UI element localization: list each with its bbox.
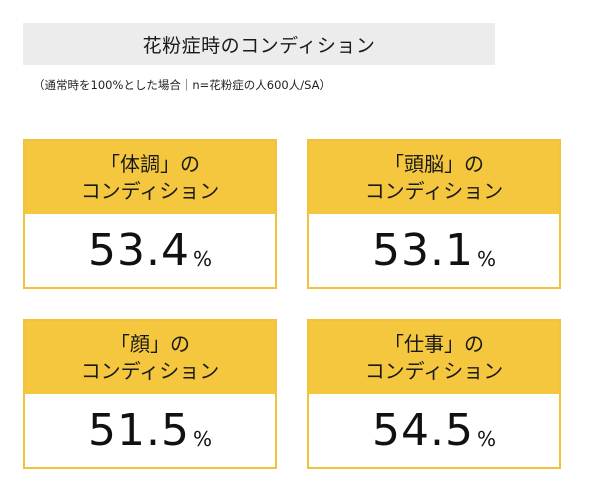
card-label-line1: 「体調」の [100,151,200,176]
card-label-line2: コンディション [364,358,504,383]
card-value: 51.5 [88,404,190,456]
card-label-line1: 「頭脳」の [384,151,484,176]
survey-note: （通常時を100%とした場合｜n=花粉症の人600人/SA） [33,78,332,92]
card-label-line1: 「顔」の [110,331,190,356]
card-unit: % [476,427,496,451]
card-value: 54.5 [372,404,474,456]
condition-card-face: 「顔」の コンディション 51.5 % [23,319,277,469]
card-unit: % [192,247,212,271]
condition-card-work: 「仕事」の コンディション 54.5 % [307,319,561,469]
page-title: 花粉症時のコンディション [142,34,376,57]
card-body: 51.5 % [25,394,275,467]
card-label-line2: コンディション [364,178,504,203]
card-body: 53.4 % [25,214,275,287]
card-header: 「頭脳」の コンディション [309,141,559,214]
card-unit: % [192,427,212,451]
card-header: 「顔」の コンディション [25,321,275,394]
condition-card-physical: 「体調」の コンディション 53.4 % [23,139,277,289]
card-header: 「仕事」の コンディション [309,321,559,394]
card-label-line2: コンディション [80,358,220,383]
card-unit: % [476,247,496,271]
card-header: 「体調」の コンディション [25,141,275,214]
card-label-line2: コンディション [80,178,220,203]
condition-card-brain: 「頭脳」の コンディション 53.1 % [307,139,561,289]
card-body: 54.5 % [309,394,559,467]
card-body: 53.1 % [309,214,559,287]
card-label-line1: 「仕事」の [384,331,484,356]
card-value: 53.1 [372,224,474,276]
title-bar: 花粉症時のコンディション [23,23,495,65]
card-value: 53.4 [88,224,190,276]
